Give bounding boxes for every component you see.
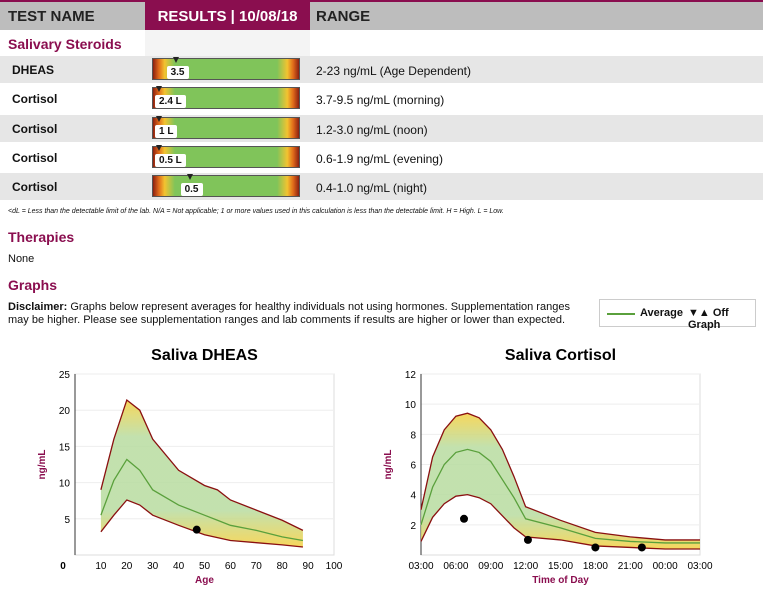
therapies-value: None (8, 253, 35, 265)
table-row: Cortisol 2.4 L 3.7-9.5 ng/mL (morning) (0, 85, 763, 112)
x-tick-label: 20 (121, 561, 133, 572)
x-tick-label: 21:00 (618, 561, 643, 572)
test-name: Cortisol (12, 121, 58, 136)
marker-icon (172, 57, 179, 63)
y-tick-label: 12 (405, 370, 417, 381)
reference-band (421, 413, 700, 549)
result-bar: 2.4 L (152, 86, 300, 110)
result-value: 1 L (155, 124, 178, 138)
table-header: TEST NAME RESULTS | 10/08/18 RANGE (0, 0, 763, 32)
y-tick-label: 25 (59, 370, 71, 381)
x-axis-label: Time of Day (532, 575, 589, 586)
x-tick-label: 80 (277, 561, 289, 572)
y-tick-label: 4 (410, 491, 416, 502)
y-tick-label: 5 (64, 515, 70, 526)
reference-range: 1.2-3.0 ng/mL (noon) (316, 122, 428, 137)
x-tick-label: 40 (173, 561, 185, 572)
therapies-title: Therapies (8, 229, 75, 245)
zero-label: 0 (60, 561, 66, 572)
lower-limit-line (100, 499, 303, 548)
result-value: 2.4 L (155, 95, 186, 109)
dheas-chart: Saliva DHEAS 5 10 15 20 25 10 20 30 40 50 60 70 80 90 1… (37, 347, 343, 586)
result-bar: 0.5 (152, 174, 300, 198)
test-name: DHEAS (12, 63, 55, 77)
col-results: RESULTS | 10/08/18 (157, 8, 298, 25)
x-tick-label: 100 (326, 561, 343, 572)
upper-limit-line (100, 398, 304, 531)
x-tick-label: 12:00 (513, 561, 538, 572)
y-tick-label: 15 (59, 442, 71, 453)
x-tick-label: 03:00 (408, 561, 433, 572)
disclaimer-text: Graphs below represent averages for heal… (8, 301, 570, 326)
result-value: 0.5 (180, 183, 203, 197)
upper-limit-line (420, 412, 700, 541)
test-name: Cortisol (12, 150, 58, 165)
x-tick-label: 30 (147, 561, 159, 572)
reference-range: 2-23 ng/mL (Age Dependent) (316, 64, 471, 78)
marker-icon (155, 115, 162, 122)
x-tick-label: 15:00 (548, 561, 573, 572)
x-tick-label: 18:00 (583, 561, 608, 572)
table-row: Cortisol 1 L 1.2-3.0 ng/mL (noon) (0, 114, 763, 142)
result-bar: 3.5 (152, 57, 300, 80)
footnote: <dL = Less than the detectable limit of … (8, 208, 504, 215)
x-tick-label: 09:00 (478, 561, 503, 572)
reference-range: 3.7-9.5 ng/mL (morning) (316, 93, 445, 108)
y-tick-label: 8 (410, 430, 416, 441)
average-line-swatch (607, 313, 635, 315)
chart-title: Saliva Cortisol (505, 347, 616, 364)
y-tick-label: 6 (410, 461, 416, 472)
x-tick-label: 10 (95, 561, 107, 572)
reference-range: 0.4-1.0 ng/mL (night) (316, 181, 427, 196)
result-point (192, 525, 201, 534)
disclaimer: Disclaimer: Graphs below represent avera… (8, 301, 588, 327)
test-name: Cortisol (12, 92, 58, 107)
x-tick-label: 60 (225, 561, 237, 572)
result-value: 0.5 L (155, 153, 186, 167)
x-tick-label: 03:00 (687, 561, 712, 572)
result-value: 3.5 (166, 66, 189, 79)
col-range: RANGE (316, 8, 371, 25)
result-bar: 0.5 L (152, 144, 300, 168)
result-point (460, 514, 469, 523)
table-row: Cortisol 0.5 L 0.6-1.9 ng/mL (evening) (0, 144, 763, 171)
x-tick-label: 90 (303, 561, 315, 572)
reference-range: 0.6-1.9 ng/mL (evening) (316, 151, 443, 166)
table-row: Cortisol 0.5 0.4-1.0 ng/mL (night) (0, 173, 763, 201)
x-tick-label: 70 (251, 561, 263, 572)
y-axis-label: ng/mL (37, 450, 48, 480)
y-tick-label: 10 (59, 479, 71, 490)
average-line (100, 458, 304, 542)
disclaimer-label: Disclaimer: (8, 301, 68, 313)
result-point (637, 543, 646, 552)
marker-icon (155, 86, 162, 93)
marker-icon (155, 144, 162, 151)
graph-legend: Average ▼▲ Off Graph (599, 299, 756, 331)
result-point (523, 535, 532, 544)
table-row: DHEAS 3.5 2-23 ng/mL (Age Dependent) (0, 56, 763, 83)
col-test-name: TEST NAME (8, 8, 95, 25)
x-tick-label: 00:00 (653, 561, 678, 572)
test-name: Cortisol (12, 180, 58, 195)
lower-limit-line (420, 494, 700, 550)
chart-title: Saliva DHEAS (151, 347, 258, 364)
y-tick-label: 2 (410, 521, 416, 532)
marker-icon (186, 174, 193, 181)
cortisol-chart: Saliva Cortisol 2 4 6 8 10 12 03:00 06:00 09:00 12… (383, 347, 713, 586)
y-tick-label: 10 (405, 400, 417, 411)
y-axis-label: ng/mL (383, 450, 394, 480)
legend-average: Average (640, 307, 684, 319)
legend-off-graph: ▼▲ Off Graph (688, 307, 729, 331)
x-axis-label: Age (195, 575, 214, 586)
y-tick-label: 20 (59, 406, 71, 417)
x-tick-label: 06:00 (443, 561, 468, 572)
x-tick-label: 50 (199, 561, 211, 572)
result-point (591, 543, 600, 552)
section-title: Salivary Steroids (8, 36, 122, 52)
average-line (420, 448, 700, 544)
graphs-title: Graphs (8, 277, 58, 293)
result-bar: 1 L (152, 115, 300, 139)
